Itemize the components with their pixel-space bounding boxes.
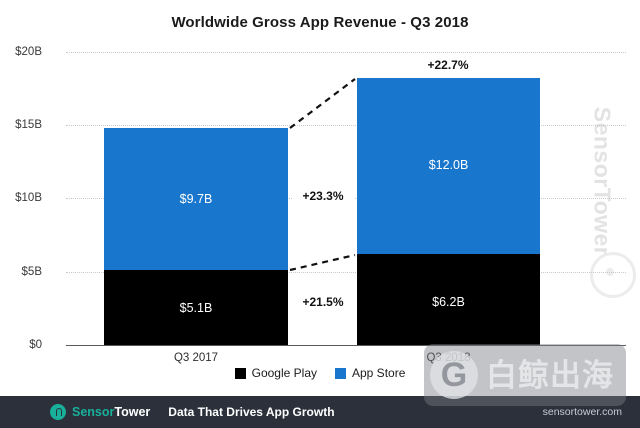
footer-bar: SensorTower Data That Drives App Growth … — [0, 396, 640, 428]
y-tick-label: $15B — [15, 119, 42, 131]
chart-legend: Google Play App Store — [0, 366, 640, 380]
gridline-15b — [66, 125, 626, 126]
gridline-20b — [66, 52, 626, 53]
legend-label: App Store — [352, 366, 406, 380]
connector-google-play — [289, 253, 356, 272]
label-backdrop — [292, 187, 354, 205]
brand-part-sensor: Sensor — [72, 405, 115, 419]
x-tick-label-q3-2017: Q3 2017 — [173, 352, 219, 364]
plot-area: $20B $15B $10B $5B $0 $5.1B $9.7B $6.2B … — [15, 46, 626, 364]
brand-part-tower: Tower — [114, 405, 151, 419]
y-tick-label: $5B — [21, 266, 42, 278]
legend-swatch-icon — [335, 367, 346, 379]
growth-label-google-play: +21.5% — [302, 295, 344, 309]
growth-label-app-store: +23.3% — [302, 189, 344, 203]
y-tick-label: $0 — [29, 339, 42, 351]
legend-swatch-icon — [234, 367, 246, 379]
bar-value-label: $6.2B — [432, 295, 465, 309]
bar-value-label: $5.1B — [179, 301, 213, 315]
bar-q3-2018-app-store[interactable]: $12.0B — [357, 78, 540, 254]
label-backdrop — [292, 293, 354, 311]
footer-tagline: Data That Drives App Growth — [168, 405, 335, 419]
bar-q3-2018-google-play[interactable]: $6.2B — [357, 254, 540, 345]
x-tick-label-q3-2018: Q3 2018 — [426, 352, 471, 364]
bar-value-label: $12.0B — [428, 158, 469, 172]
legend-label: Google Play — [251, 366, 317, 380]
bar-q3-2017-app-store[interactable]: $9.7B — [104, 128, 288, 270]
legend-item-google-play[interactable]: Google Play — [234, 366, 317, 380]
sensortower-brand: SensorTower — [50, 404, 150, 420]
footer-url[interactable]: sensortower.com — [542, 406, 622, 418]
bar-value-label: $9.7B — [179, 192, 213, 206]
page-title: Worldwide Gross App Revenue - Q3 2018 — [171, 14, 469, 31]
bar-q3-2017-google-play[interactable]: $5.1B — [104, 270, 288, 345]
sensortower-logo-icon — [50, 404, 66, 420]
y-tick-label: $20B — [15, 46, 42, 58]
growth-label-total: +22.7% — [427, 58, 469, 72]
x-axis-line — [66, 345, 626, 346]
connector-app-store — [289, 78, 356, 129]
legend-item-app-store[interactable]: App Store — [335, 366, 405, 380]
sensortower-wordmark: SensorTower — [72, 405, 150, 419]
gridline-5b — [66, 272, 626, 273]
y-tick-label: $10B — [15, 192, 42, 204]
